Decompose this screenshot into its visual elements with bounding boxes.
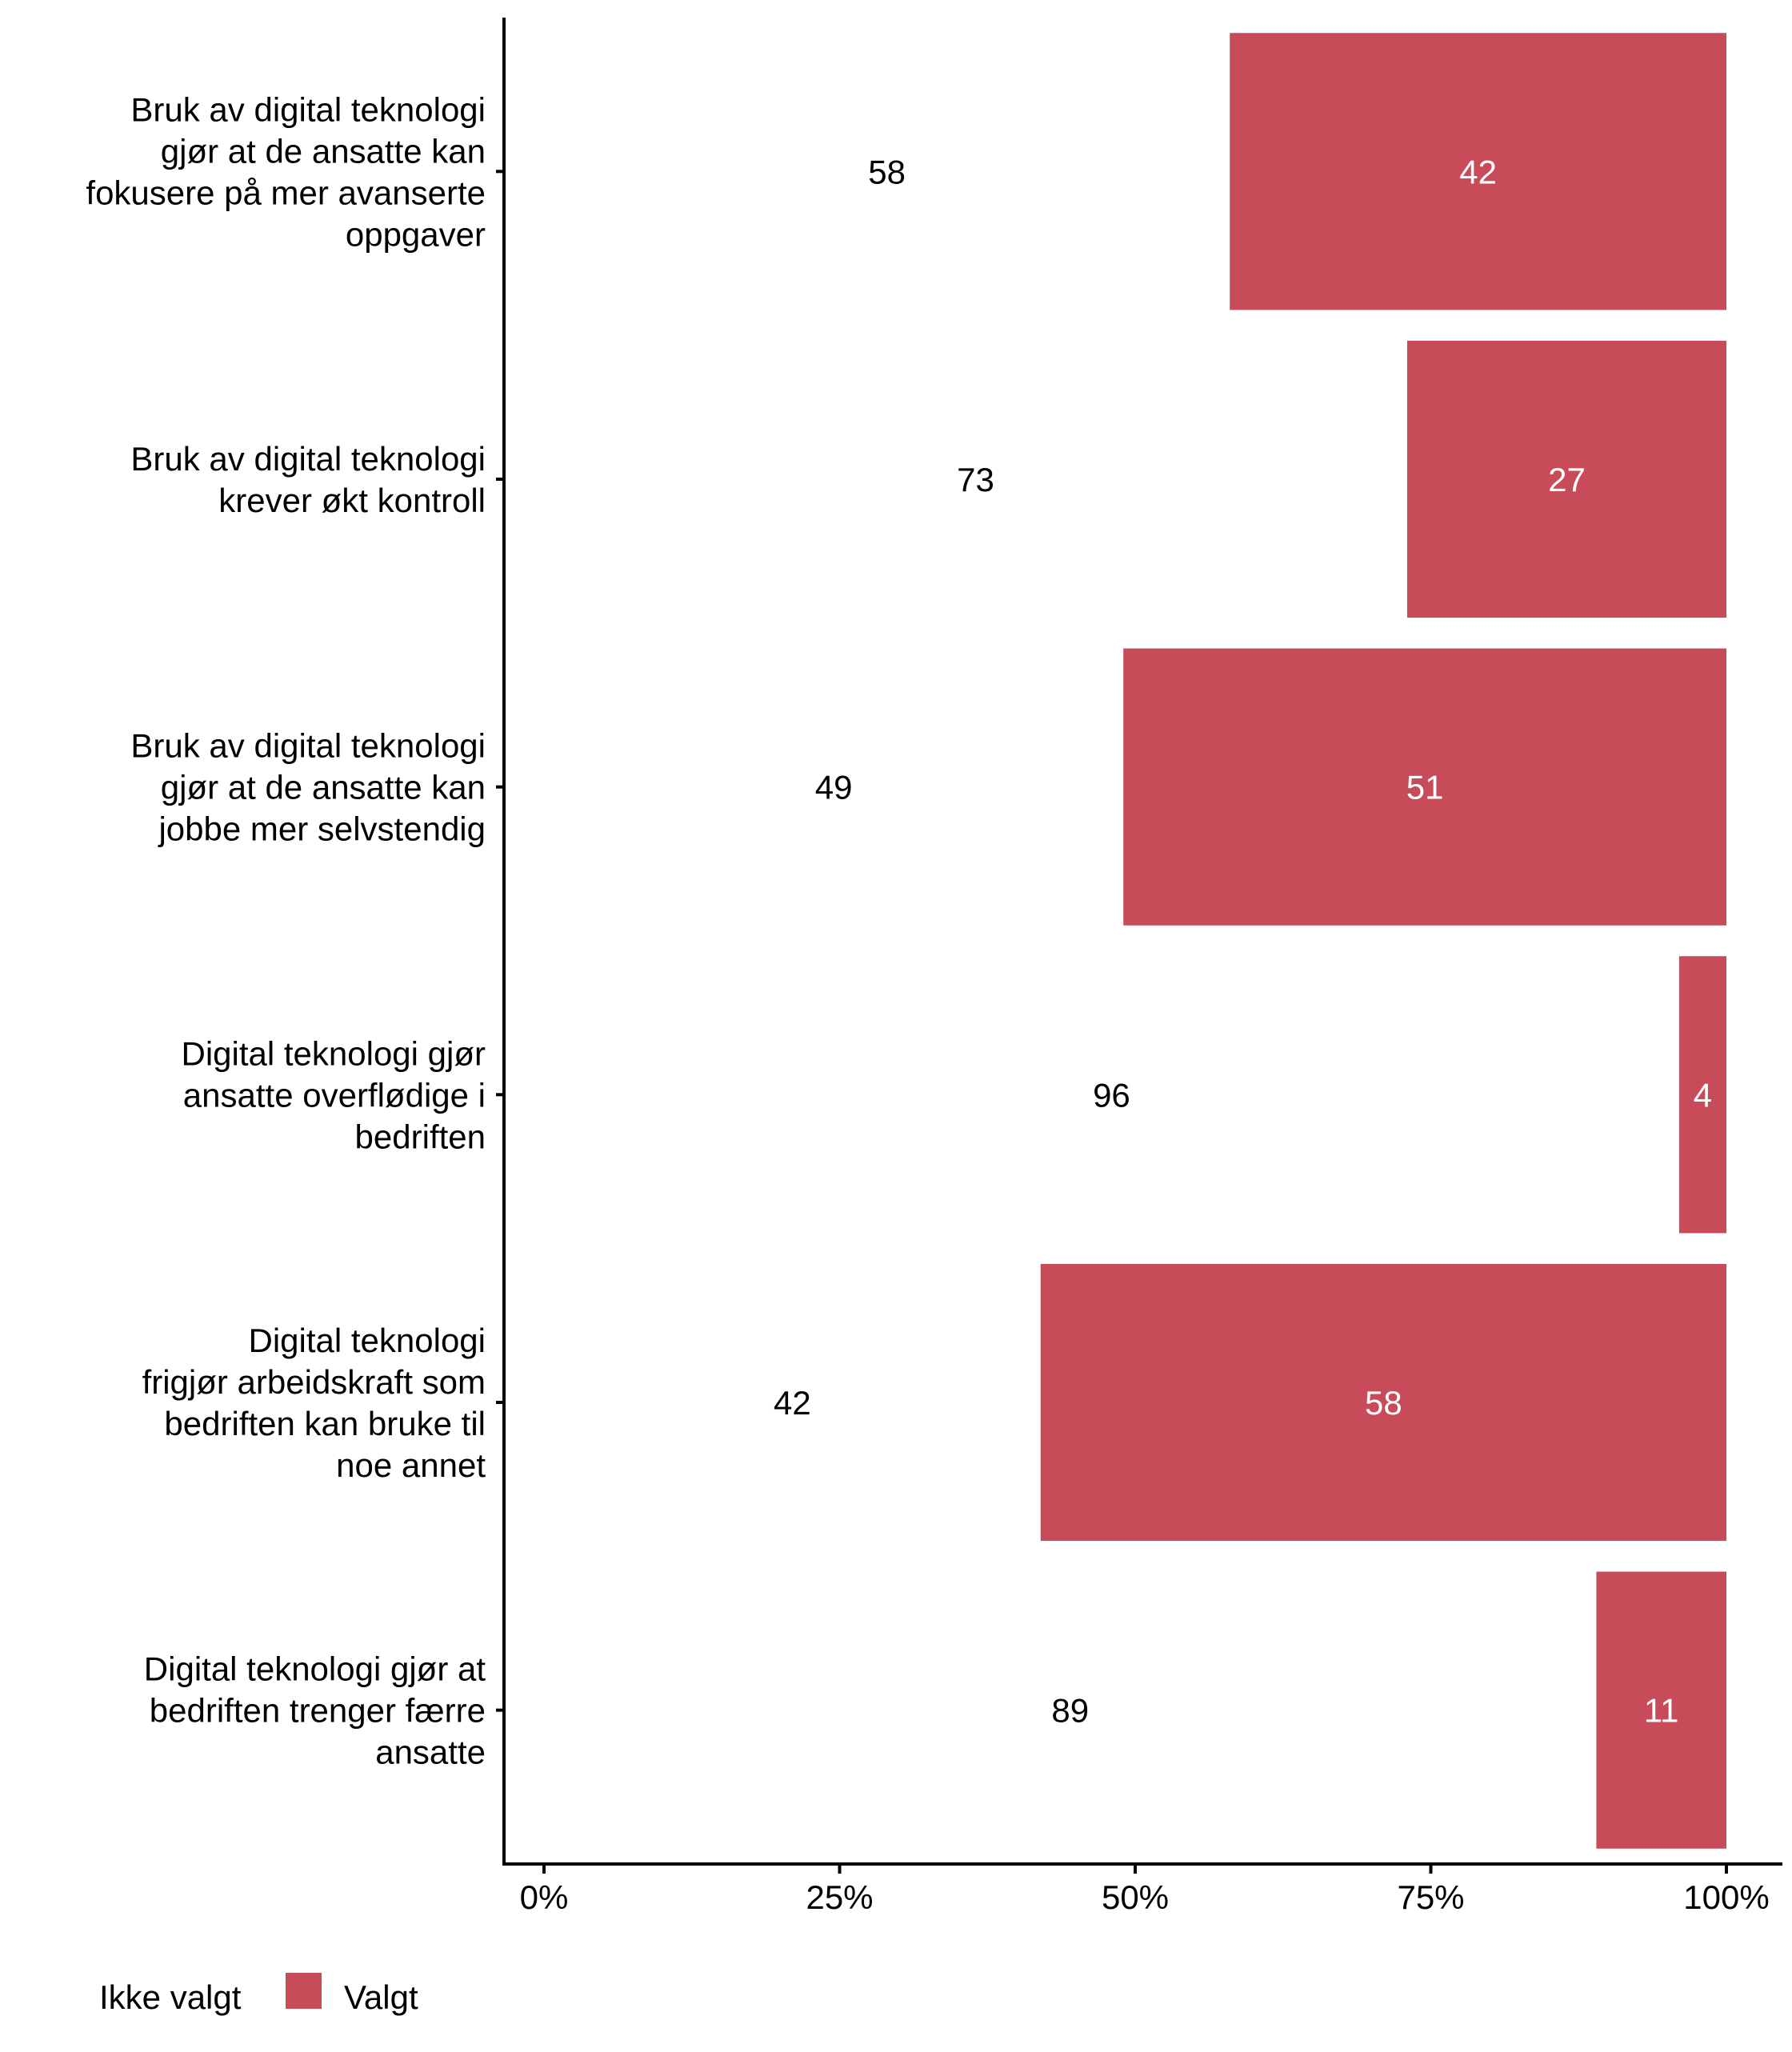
legend-label-valgt: Valgt xyxy=(344,1978,418,2016)
y-axis-label: Bruk av digital teknologi xyxy=(130,727,486,765)
y-axis-label: noe annet xyxy=(336,1446,486,1484)
y-axis-label: Digital teknologi xyxy=(248,1322,486,1359)
data-labels-layer: 58 42 73 27 49 51 96 4 42 58 89 11 xyxy=(774,153,1712,1729)
data-label: 42 xyxy=(774,1384,811,1422)
legend-key-valgt xyxy=(286,1973,322,2009)
data-label: 11 xyxy=(1644,1692,1679,1730)
y-axis-label: gjør at de ansatte kan xyxy=(161,769,486,806)
legend-label-ikke-valgt: Ikke valgt xyxy=(99,1978,242,2016)
data-label: 49 xyxy=(815,769,853,806)
y-axis-label: oppgaver xyxy=(346,215,486,253)
y-axis-label: Bruk av digital teknologi xyxy=(130,90,486,128)
bar-segment-valgt xyxy=(1678,956,1726,1234)
x-tick-label: 75% xyxy=(1397,1878,1464,1916)
x-tick-label: 50% xyxy=(1102,1878,1169,1916)
legend-key-ikke-valgt xyxy=(51,1973,87,2009)
y-axis-label: bedriften xyxy=(355,1118,486,1155)
x-axis-ticks: 0% 25% 50% 75% 100% xyxy=(520,1864,1770,1916)
y-axis-label: Digital teknologi gjør xyxy=(181,1034,486,1072)
bar-segment-valgt xyxy=(1230,33,1726,310)
x-tick-label: 100% xyxy=(1683,1878,1769,1916)
data-label: 96 xyxy=(1093,1076,1130,1114)
data-label: 4 xyxy=(1694,1076,1712,1114)
bar-segment-ikke-valgt xyxy=(544,340,1407,618)
y-axis-label: bedriften trenger færre xyxy=(150,1692,486,1730)
x-tick-label: 25% xyxy=(806,1878,873,1916)
data-label: 89 xyxy=(1051,1692,1089,1730)
bars-layer xyxy=(544,33,1726,1849)
data-label: 27 xyxy=(1548,461,1586,498)
y-axis-label: krever økt kontroll xyxy=(218,482,486,519)
y-axis-label: Bruk av digital teknologi xyxy=(130,440,486,478)
x-tick-label: 0% xyxy=(520,1878,569,1916)
bar-segment-valgt xyxy=(1596,1571,1726,1849)
data-label: 58 xyxy=(868,153,906,190)
bar-segment-ikke-valgt xyxy=(544,648,1124,926)
data-label: 42 xyxy=(1459,153,1497,190)
data-label: 73 xyxy=(957,461,994,498)
y-axis-label: gjør at de ansatte kan xyxy=(161,132,486,170)
bar-segment-valgt xyxy=(1406,340,1726,618)
bar-segment-valgt xyxy=(1040,1263,1726,1542)
y-axis-label: jobbe mer selvstendig xyxy=(157,810,486,848)
bar-segment-ikke-valgt xyxy=(544,33,1230,310)
y-axis-label: Digital teknologi gjør at xyxy=(144,1650,486,1688)
bar-segment-ikke-valgt xyxy=(544,1263,1041,1542)
bar-segment-ikke-valgt xyxy=(544,956,1679,1234)
bar-segment-ikke-valgt xyxy=(544,1571,1597,1849)
y-axis-label: frigjør arbeidskraft som xyxy=(142,1363,486,1401)
y-axis-label: ansatte xyxy=(375,1734,486,1771)
y-axis-label: fokusere på mer avanserte xyxy=(86,174,486,211)
y-axis-labels: Bruk av digital teknologi gjør at de ansa… xyxy=(86,90,504,1771)
bar-segment-valgt xyxy=(1123,648,1726,926)
data-label: 58 xyxy=(1365,1384,1402,1422)
legend: Ikke valgt Valgt xyxy=(51,1973,418,2016)
y-axis-label: bedriften kan bruke til xyxy=(164,1405,486,1442)
y-axis-label: ansatte overflødige i xyxy=(183,1076,486,1114)
data-label: 51 xyxy=(1406,769,1444,806)
